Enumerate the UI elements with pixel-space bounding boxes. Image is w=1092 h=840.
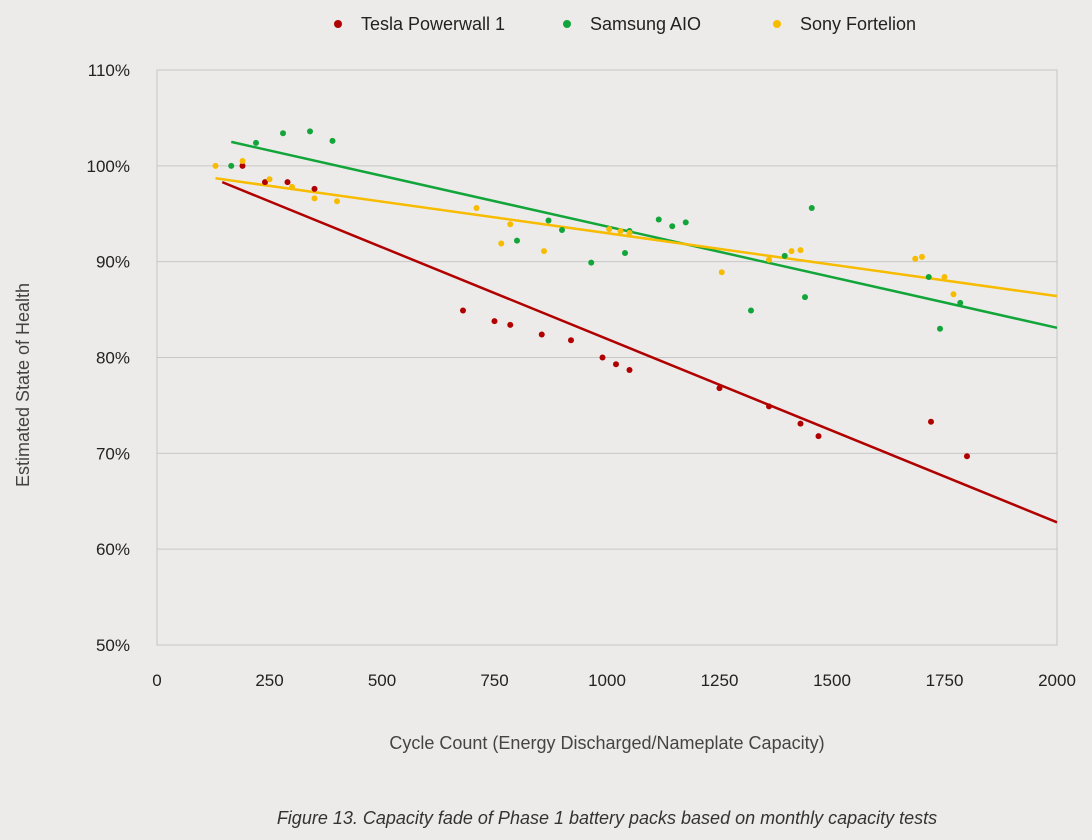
data-point bbox=[568, 337, 574, 344]
data-point bbox=[622, 250, 628, 257]
data-point bbox=[718, 269, 725, 276]
legend-marker bbox=[773, 20, 781, 28]
data-point bbox=[937, 325, 943, 332]
data-point bbox=[473, 205, 480, 211]
legend-label: Samsung AIO bbox=[590, 14, 701, 34]
x-axis-ticks: 0 250 500 750 1000 1250 1500 1750 2000 bbox=[152, 671, 1076, 690]
x-tick-label: 250 bbox=[255, 671, 283, 690]
y-tick-label: 90% bbox=[96, 253, 130, 272]
data-point bbox=[919, 253, 925, 260]
y-tick-label: 50% bbox=[96, 636, 130, 655]
y-tick-label: 110% bbox=[88, 61, 130, 80]
x-tick-label: 500 bbox=[368, 671, 396, 690]
data-point bbox=[507, 321, 514, 328]
data-point bbox=[669, 223, 676, 230]
legend-label: Sony Fortelion bbox=[800, 14, 916, 34]
data-point bbox=[507, 221, 514, 228]
data-point bbox=[329, 137, 336, 144]
data-point bbox=[766, 256, 772, 263]
trend-line bbox=[230, 140, 1058, 330]
data-point bbox=[212, 162, 219, 169]
data-point bbox=[311, 195, 318, 202]
data-point bbox=[228, 162, 235, 169]
data-point bbox=[538, 331, 545, 338]
data-point bbox=[617, 228, 624, 234]
x-tick-label: 2000 bbox=[1038, 671, 1076, 690]
data-point bbox=[808, 205, 815, 211]
data-point bbox=[239, 158, 246, 165]
data-point bbox=[788, 248, 795, 255]
trend-line bbox=[221, 180, 1058, 524]
data-point bbox=[289, 183, 295, 190]
data-point bbox=[941, 274, 948, 280]
data-point bbox=[588, 259, 595, 266]
y-axis-title: Estimated State of Health bbox=[13, 283, 33, 487]
data-point bbox=[928, 418, 934, 425]
data-point bbox=[307, 128, 313, 135]
figure-caption: Figure 13. Capacity fade of Phase 1 batt… bbox=[277, 808, 937, 828]
data-point bbox=[266, 176, 273, 183]
data-point bbox=[280, 130, 286, 137]
data-point bbox=[334, 198, 340, 205]
data-point bbox=[613, 361, 619, 368]
y-tick-label: 60% bbox=[96, 540, 130, 559]
x-tick-label: 1500 bbox=[813, 671, 851, 690]
y-tick-label: 100% bbox=[87, 157, 130, 176]
data-point bbox=[545, 217, 552, 224]
data-point bbox=[950, 291, 957, 298]
data-point bbox=[797, 420, 804, 427]
data-point bbox=[491, 318, 498, 325]
data-point bbox=[716, 385, 723, 392]
data-point bbox=[311, 185, 318, 192]
data-point bbox=[626, 229, 633, 236]
y-axis-ticks: 50% 60% 70% 80% 90% 100% 110% bbox=[87, 61, 130, 655]
data-points bbox=[212, 128, 970, 460]
data-point bbox=[815, 433, 822, 440]
data-point bbox=[606, 226, 613, 233]
data-point bbox=[262, 179, 268, 186]
data-point bbox=[559, 227, 565, 234]
data-point bbox=[682, 219, 689, 226]
data-point bbox=[748, 307, 754, 314]
data-point bbox=[239, 162, 246, 169]
x-axis-title: Cycle Count (Energy Discharged/Nameplate… bbox=[389, 733, 824, 753]
data-point bbox=[802, 294, 808, 301]
data-point bbox=[781, 252, 788, 259]
x-tick-label: 1250 bbox=[701, 671, 739, 690]
x-tick-label: 1750 bbox=[926, 671, 964, 690]
y-tick-label: 80% bbox=[96, 349, 130, 368]
data-point bbox=[626, 366, 633, 373]
data-point bbox=[460, 307, 466, 314]
data-point bbox=[514, 237, 520, 244]
trend-line bbox=[215, 177, 1058, 298]
data-point bbox=[964, 453, 970, 460]
x-tick-label: 0 bbox=[152, 671, 161, 690]
legend-label: Tesla Powerwall 1 bbox=[361, 14, 505, 34]
data-point bbox=[957, 299, 964, 306]
legend-marker bbox=[334, 20, 342, 28]
data-point bbox=[599, 354, 606, 361]
data-point bbox=[766, 403, 772, 410]
data-point bbox=[284, 179, 291, 186]
data-point bbox=[797, 247, 804, 254]
data-point bbox=[253, 139, 259, 146]
data-point bbox=[925, 274, 932, 280]
data-point bbox=[498, 240, 505, 247]
x-tick-label: 750 bbox=[480, 671, 508, 690]
legend-marker bbox=[563, 20, 571, 28]
data-point bbox=[541, 248, 547, 255]
data-point bbox=[655, 216, 662, 223]
trend-lines bbox=[215, 140, 1058, 524]
data-point bbox=[912, 255, 919, 262]
legend: Tesla Powerwall 1 Samsung AIO Sony Forteli… bbox=[334, 14, 916, 34]
plot-area-frame bbox=[156, 69, 1058, 646]
x-tick-label: 1000 bbox=[588, 671, 626, 690]
y-tick-label: 70% bbox=[96, 444, 130, 463]
